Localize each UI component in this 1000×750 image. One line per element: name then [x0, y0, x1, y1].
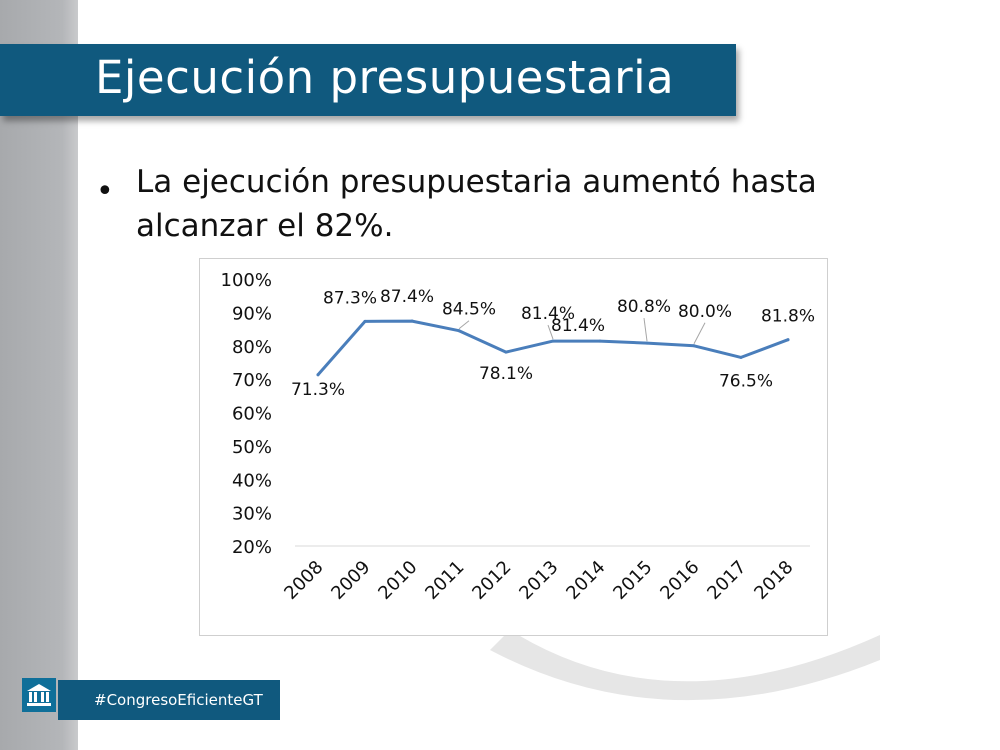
x-tick-label: 2012	[468, 557, 515, 604]
data-point	[457, 329, 461, 333]
data-label: 81.4%	[521, 304, 575, 324]
x-tick-label: 2008	[280, 557, 327, 604]
data-label: 81.8%	[761, 307, 815, 327]
x-tick-label: 2016	[656, 557, 703, 604]
data-label-leader	[547, 324, 554, 340]
data-point	[504, 350, 508, 354]
data-label: 87.3%	[323, 288, 377, 308]
congress-building-icon	[22, 678, 56, 712]
data-label-leader	[693, 322, 706, 344]
data-point	[786, 338, 790, 342]
y-tick-label: 100%	[221, 270, 272, 291]
x-tick-label: 2018	[750, 557, 797, 604]
decorative-arc	[490, 630, 880, 701]
y-tick-label: 50%	[232, 437, 272, 458]
title-banner	[0, 44, 736, 116]
data-label: 80.8%	[617, 297, 671, 317]
data-point	[645, 341, 649, 345]
data-point	[739, 355, 743, 359]
x-tick-label: 2015	[609, 557, 656, 604]
footer-hashtag: #CongresoEficienteGT	[58, 680, 280, 720]
x-tick-label: 2009	[327, 557, 374, 604]
data-label-leader	[458, 320, 470, 330]
data-point	[410, 319, 414, 323]
data-point	[316, 373, 320, 377]
y-tick-label: 90%	[232, 303, 272, 324]
data-label: 84.5%	[442, 300, 496, 320]
y-tick-label: 80%	[232, 337, 272, 358]
data-point	[551, 339, 555, 343]
chart-canvas: 100% 90% 80% 70% 60% 50% 40% 30% 20% 2008 2009 2010…	[221, 270, 815, 604]
y-tick-label: 70%	[232, 370, 272, 391]
data-point	[692, 344, 696, 348]
y-tick-label: 20%	[232, 537, 272, 558]
x-tick-label: 2013	[515, 557, 562, 604]
data-label-leader	[643, 318, 648, 342]
bullet-text: La ejecución presupuestaria aumentó hast…	[136, 164, 817, 244]
data-label: 78.1%	[479, 364, 533, 384]
x-tick-label: 2014	[562, 557, 609, 604]
data-label: 71.3%	[291, 380, 345, 400]
y-tick-label: 60%	[232, 404, 272, 425]
slide-title: Ejecución presupuestaria	[95, 51, 675, 104]
data-point	[598, 339, 602, 343]
x-tick-label: 2017	[703, 557, 750, 604]
bullet-marker: •	[96, 174, 114, 209]
side-bar-decoration	[0, 0, 78, 750]
data-label: 87.4%	[380, 287, 434, 307]
x-tick-label: 2011	[421, 557, 468, 604]
y-tick-label: 30%	[232, 504, 272, 525]
data-point	[363, 319, 367, 323]
data-label: 81.4%	[551, 316, 605, 336]
data-label: 76.5%	[719, 371, 773, 391]
y-tick-label: 40%	[232, 470, 272, 491]
data-label: 80.0%	[678, 302, 732, 322]
line-chart: 100% 90% 80% 70% 60% 50% 40% 30% 20% 2008 2009 2010…	[199, 258, 828, 636]
x-tick-label: 2010	[374, 557, 421, 604]
